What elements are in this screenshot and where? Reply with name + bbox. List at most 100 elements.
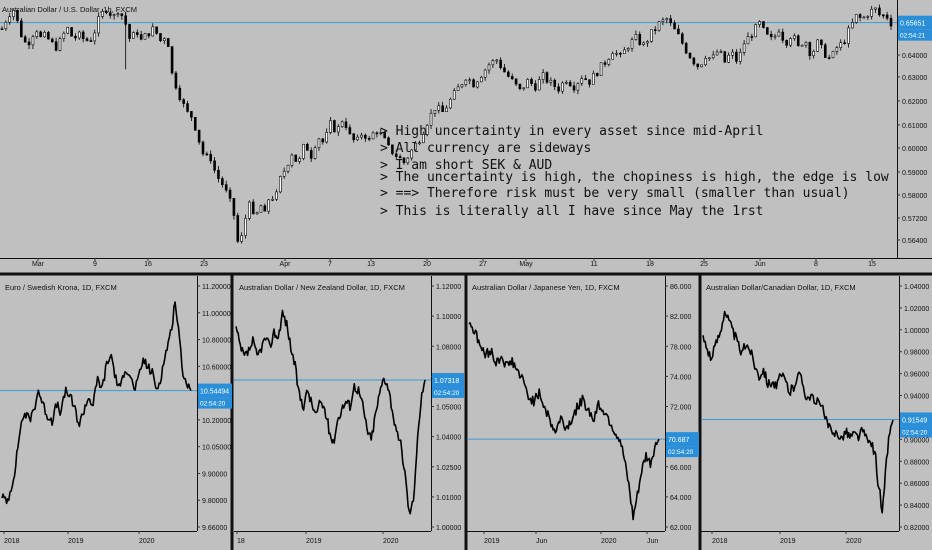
y-tick-label: 1.04000: [436, 435, 461, 442]
series-line: [1, 301, 192, 505]
y-tick-label: 82.000: [670, 314, 692, 321]
candle-body: [290, 154, 294, 166]
price-badge: [898, 15, 932, 30]
price-badge-value: 1.07318: [434, 378, 459, 385]
candle-body: [773, 35, 777, 38]
candle-body: [356, 136, 359, 141]
candle-body: [603, 62, 607, 65]
annotation-line-5: > ==> Therefore risk must be very small …: [380, 186, 850, 201]
y-tick-label: 0.90000: [904, 437, 929, 444]
candle-body: [410, 149, 414, 159]
candle-body: [758, 21, 761, 25]
candle-body: [78, 31, 81, 39]
x-tick-label: 2019: [68, 538, 84, 545]
candle-body: [530, 79, 533, 84]
candle-body: [452, 90, 456, 100]
candle-body: [719, 51, 723, 53]
x-tick-label: May: [519, 261, 533, 268]
series-line: [235, 309, 426, 515]
candle-body: [580, 78, 584, 84]
x-tick-label: 2018: [4, 538, 20, 545]
chart-title: Australian Dollar / U.S. Dollar, 1h, FXC…: [2, 5, 137, 14]
y-tick-label: 0.57200: [902, 216, 927, 223]
candle-body: [816, 39, 819, 52]
candle-body: [808, 42, 812, 57]
candle-body: [394, 153, 398, 157]
candle-body: [750, 36, 754, 38]
y-tick-label: 1.02500: [436, 465, 461, 472]
candle-body: [595, 73, 599, 76]
candle-body: [391, 144, 394, 155]
x-tick-label: 2020: [846, 538, 862, 545]
candle-body: [557, 86, 560, 92]
candle-body: [460, 84, 464, 88]
candle-body: [576, 83, 580, 91]
candle-body: [340, 121, 344, 127]
x-tick-label: 7: [328, 261, 332, 268]
candle-body: [889, 17, 893, 27]
candle-body: [418, 142, 421, 145]
y-tick-label: 1.00000: [904, 328, 929, 335]
candle-body: [812, 51, 815, 57]
candle-body: [510, 76, 514, 80]
candle-body: [344, 121, 348, 128]
candle-body: [696, 63, 700, 68]
price-badge-value: 70.687: [668, 437, 690, 444]
candle-body: [27, 41, 31, 46]
candle-body: [657, 21, 661, 31]
candle-body: [793, 35, 796, 39]
candle-body: [379, 132, 383, 134]
candle-body: [449, 98, 452, 109]
candle-body: [541, 72, 545, 80]
candle-body: [93, 32, 97, 42]
y-tick-label: 0.98000: [904, 350, 929, 357]
candle-body: [174, 72, 178, 89]
price-badge-value: 0.91549: [902, 417, 927, 424]
candle-body: [762, 21, 765, 28]
candle-body: [584, 78, 587, 80]
candle-body: [738, 52, 742, 62]
candle-body: [514, 78, 518, 85]
candle-body: [329, 120, 332, 133]
candle-body: [723, 51, 727, 63]
candle-body: [626, 48, 630, 51]
candle-body: [537, 79, 541, 91]
x-tick-label: Jun: [536, 538, 547, 545]
candle-body: [441, 105, 444, 112]
candle-body: [553, 79, 557, 88]
candle-body: [313, 147, 317, 159]
candle-body: [159, 33, 162, 42]
candle-body: [251, 201, 255, 215]
candle-body: [851, 22, 854, 29]
candle-body: [348, 127, 352, 135]
candle-body: [673, 22, 676, 30]
chart-title: Australian Dollar/Canadian Dollar, 1D, F…: [706, 283, 856, 292]
candle-body: [862, 16, 866, 19]
candle-body: [43, 32, 46, 38]
candle-body: [839, 42, 843, 48]
candle-body: [116, 13, 120, 16]
x-tick-label: 20: [423, 261, 431, 268]
y-tick-label: 1.02000: [904, 306, 929, 313]
y-tick-label: 1.08000: [436, 344, 461, 351]
candle-body: [429, 112, 433, 126]
y-tick-label: 9.90000: [202, 471, 227, 478]
candle-body: [766, 27, 769, 35]
y-tick-label: 0.88000: [904, 459, 929, 466]
candle-body: [572, 85, 576, 91]
candle-body: [692, 57, 696, 65]
candle-body: [858, 14, 862, 18]
candle-body: [881, 14, 885, 17]
x-tick-label: Mar: [32, 261, 45, 268]
x-tick-label: 2020: [601, 538, 617, 545]
candle-body: [163, 38, 166, 42]
candle-body: [248, 201, 251, 219]
y-tick-label: 0.94000: [904, 394, 929, 401]
candle-body: [255, 212, 259, 215]
y-tick-label: 0.64000: [902, 53, 927, 60]
candle-body: [820, 39, 823, 46]
y-tick-label: 11.00000: [202, 311, 231, 318]
candle-body: [680, 33, 684, 44]
candle-body: [217, 169, 220, 179]
candle-body: [375, 132, 379, 135]
